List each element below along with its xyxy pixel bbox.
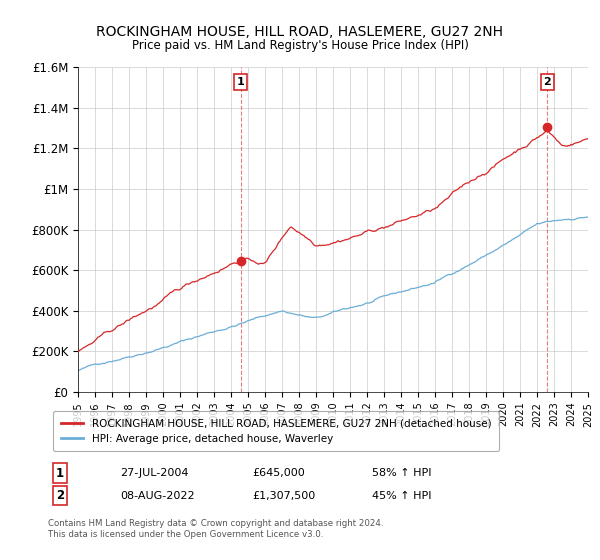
Legend: ROCKINGHAM HOUSE, HILL ROAD, HASLEMERE, GU27 2NH (detached house), HPI: Average : ROCKINGHAM HOUSE, HILL ROAD, HASLEMERE, … [53, 411, 499, 451]
Text: 2: 2 [544, 77, 551, 87]
Text: £645,000: £645,000 [252, 468, 305, 478]
Text: Contains HM Land Registry data © Crown copyright and database right 2024.
This d: Contains HM Land Registry data © Crown c… [48, 520, 383, 539]
Text: £1,307,500: £1,307,500 [252, 491, 315, 501]
Text: 45% ↑ HPI: 45% ↑ HPI [372, 491, 431, 501]
Text: ROCKINGHAM HOUSE, HILL ROAD, HASLEMERE, GU27 2NH: ROCKINGHAM HOUSE, HILL ROAD, HASLEMERE, … [97, 25, 503, 39]
Text: 2: 2 [56, 489, 64, 502]
Text: Price paid vs. HM Land Registry's House Price Index (HPI): Price paid vs. HM Land Registry's House … [131, 39, 469, 52]
Text: 1: 1 [237, 77, 245, 87]
Text: 08-AUG-2022: 08-AUG-2022 [120, 491, 194, 501]
Text: 27-JUL-2004: 27-JUL-2004 [120, 468, 188, 478]
Text: 1: 1 [56, 466, 64, 480]
Text: 58% ↑ HPI: 58% ↑ HPI [372, 468, 431, 478]
